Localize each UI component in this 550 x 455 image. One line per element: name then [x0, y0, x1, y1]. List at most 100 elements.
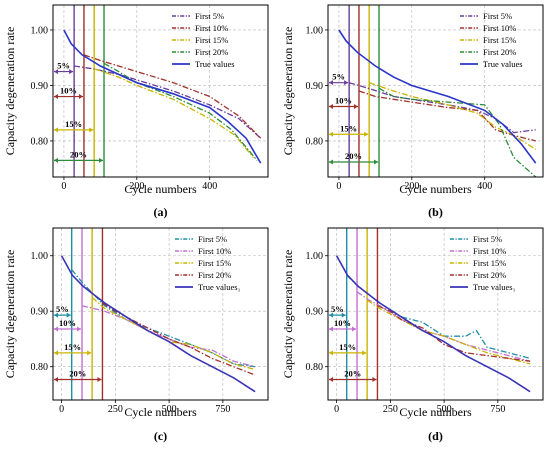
series-line-3: [368, 82, 537, 150]
split-label: 10%: [335, 96, 352, 106]
x-tick-label: 0: [334, 404, 339, 415]
legend-entry: First 20%: [483, 47, 516, 57]
split-label: 20%: [344, 368, 361, 378]
y-tick-label: 0.80: [306, 362, 324, 373]
x-tick-label: 250: [383, 404, 398, 415]
y-tick-label: 1.00: [31, 25, 49, 36]
legend-entry: First 10%: [483, 23, 516, 33]
split-arrowhead-right: [77, 326, 82, 332]
split-label: 15%: [64, 342, 81, 352]
split-arrowhead-left: [54, 69, 58, 75]
split-arrowhead-right: [66, 312, 71, 318]
y-tick-label: 0.90: [306, 81, 324, 92]
split-arrowhead-right: [353, 104, 358, 110]
split-label: 5%: [331, 304, 344, 314]
x-tick-label: 400: [202, 181, 217, 192]
series-line-5: [60, 255, 256, 393]
series-line-2: [81, 305, 256, 368]
legend-entry: First 10%: [198, 246, 231, 256]
x-tick-label: 500: [162, 404, 177, 415]
y-axis-label: Capacity degeneration rate: [3, 250, 17, 379]
split-arrowhead-left: [54, 350, 58, 356]
split-label: 5%: [56, 304, 69, 314]
y-tick-label: 1.00: [31, 251, 49, 262]
panel-label: (b): [428, 205, 443, 219]
series-line-4: [377, 305, 531, 362]
chart-panel-d: 5% 10% 15% 20% 0 250 500 750 0.80 0.90 1.00 Cycle n…: [281, 227, 544, 443]
legend-entry: First 15%: [195, 35, 228, 45]
split-label: 10%: [59, 318, 76, 328]
x-tick-label: 200: [404, 181, 419, 192]
split-arrowhead-right: [97, 376, 102, 382]
panel-label: (d): [428, 429, 443, 443]
chart-panel-b: 5% 10% 15% 20% 0 200 400 0.80 0.90 1.00 Cycle numb…: [281, 4, 544, 219]
y-tick-label: 0.80: [306, 136, 324, 147]
split-arrowhead-left: [329, 80, 333, 86]
legend-entry: First 20%: [198, 270, 231, 280]
y-axis-label: Capacity degeneration rate: [281, 250, 295, 379]
split-arrowhead-right: [89, 127, 94, 133]
series-line-5: [338, 29, 537, 164]
series-line-5: [63, 29, 262, 164]
series-line-4: [103, 62, 258, 161]
split-label: 20%: [345, 151, 362, 161]
series-line-4: [102, 302, 256, 376]
y-tick-label: 0.80: [31, 362, 49, 373]
split-arrowhead-left: [54, 326, 58, 332]
legend-entry: First 10%: [473, 246, 506, 256]
x-tick-label: 500: [437, 404, 452, 415]
split-arrowhead-left: [54, 127, 58, 133]
split-label: 20%: [69, 368, 86, 378]
split-arrowhead-right: [352, 326, 357, 332]
split-arrowhead-left: [329, 312, 333, 318]
legend: First 5% First 10% First 15% First 20% True …: [460, 11, 523, 69]
series-line-2: [358, 90, 536, 142]
plot-frame: [52, 227, 269, 401]
series-line-1: [348, 82, 536, 134]
legend-entry: First 20%: [195, 47, 228, 57]
legend-entry: First 5%: [483, 11, 512, 21]
x-tick-label: 750: [215, 404, 230, 415]
plot-frame: [327, 4, 544, 178]
x-tick-label: 250: [108, 404, 123, 415]
y-tick-label: 1.00: [306, 25, 324, 36]
x-tick-label: 0: [59, 404, 64, 415]
split-arrowhead-left: [329, 326, 333, 332]
y-axis-label: Capacity degeneration rate: [3, 27, 17, 156]
chart-panel-c: 5% 10% 15% 20% 0 250 500 750 0.80 0.90 1.00 Cycle n…: [3, 227, 269, 443]
plot-area: [329, 228, 531, 400]
legend-entry: First 5%: [198, 234, 227, 244]
split-label: 15%: [339, 342, 356, 352]
plot-area: [54, 5, 262, 177]
split-arrowhead-left: [54, 94, 58, 100]
x-tick-label: 200: [129, 181, 144, 192]
legend-entry: True values₁: [473, 282, 516, 292]
series-line-3: [366, 299, 531, 365]
series-line-5: [335, 255, 531, 393]
panel-label: (a): [154, 205, 168, 219]
split-arrowhead-right: [374, 159, 379, 165]
legend-entry: First 15%: [198, 258, 231, 268]
legend-entry: First 5%: [473, 234, 502, 244]
x-axis-label: Cycle numbers: [124, 405, 197, 419]
legend-entry: First 15%: [483, 35, 516, 45]
y-tick-label: 1.00: [306, 251, 324, 262]
split-arrowhead-right: [364, 131, 369, 137]
series-line-1: [74, 65, 262, 139]
legend-entry: First 15%: [473, 258, 506, 268]
x-tick-label: 750: [490, 404, 505, 415]
y-tick-label: 0.80: [31, 136, 49, 147]
legend: First 5% First 10% First 15% First 20% True …: [175, 234, 241, 292]
split-label: 10%: [60, 86, 77, 96]
split-arrowhead-left: [54, 157, 58, 163]
series-line-2: [83, 54, 262, 139]
split-label: 5%: [57, 61, 70, 71]
legend-entry: First 10%: [195, 23, 228, 33]
legend-entry: First 20%: [473, 270, 506, 280]
split-arrowhead-left: [54, 312, 58, 318]
split-arrowhead-left: [329, 131, 333, 137]
split-arrowhead-left: [329, 104, 333, 110]
split-arrowhead-right: [341, 312, 346, 318]
x-tick-label: 400: [477, 181, 492, 192]
